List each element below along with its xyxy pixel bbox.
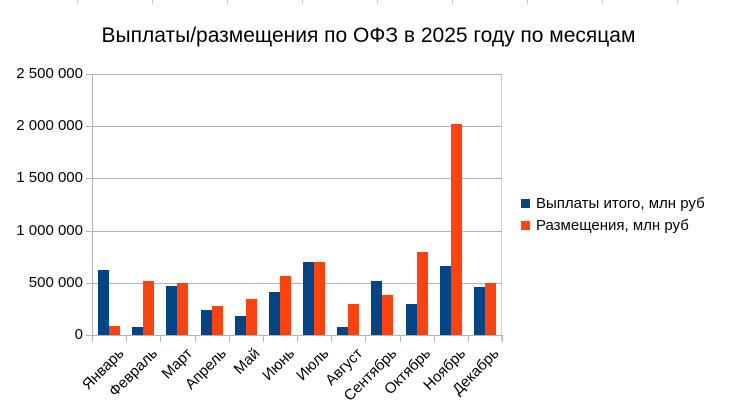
y-tick-label: 500 000 — [28, 273, 83, 291]
legend-label-placements: Размещения, млн руб — [536, 216, 689, 234]
plot-area — [86, 74, 503, 342]
plot-right-border — [501, 74, 502, 341]
bar-payments — [371, 281, 383, 335]
y-tick-label: 1 000 000 — [16, 221, 83, 239]
bar-placements — [484, 283, 496, 335]
bar-placements — [245, 299, 257, 335]
bar-payments — [303, 261, 314, 335]
bar-payments — [234, 316, 246, 335]
gridline — [86, 126, 502, 128]
bar-placements — [211, 305, 223, 335]
bar-payments — [268, 292, 280, 335]
bar-placements — [109, 326, 120, 335]
y-tick-label: 0 — [74, 326, 83, 343]
bar-payments — [405, 304, 417, 335]
legend-item-payments: Выплаты итого, млн руб — [521, 192, 705, 214]
top-ruler-ticks — [0, 0, 737, 4]
y-tick-label: 2 000 000 — [16, 117, 83, 135]
x-tick — [467, 335, 469, 342]
legend: Выплаты итого, млн руб Размещения, млн р… — [521, 192, 705, 236]
bar-placements — [450, 123, 462, 335]
x-tick — [433, 335, 435, 342]
bar-placements — [382, 294, 394, 335]
bar-payments — [337, 326, 349, 335]
y-tick-label: 1 500 000 — [16, 169, 83, 187]
bar-placements — [279, 275, 291, 335]
x-tick — [502, 335, 503, 342]
gridline — [86, 282, 502, 284]
x-tick — [194, 335, 196, 342]
legend-label-payments: Выплаты итого, млн руб — [536, 194, 705, 212]
gridline — [86, 178, 502, 180]
bar-payments — [200, 310, 212, 335]
legend-swatch-placements — [521, 220, 530, 230]
y-axis-line — [92, 74, 93, 341]
x-tick — [297, 335, 298, 342]
bar-placements — [314, 261, 325, 335]
bar-payments — [166, 285, 178, 335]
x-tick — [262, 335, 264, 342]
bar-payments — [98, 269, 109, 335]
bar-payments — [473, 286, 485, 335]
bar-payments — [132, 327, 144, 335]
legend-item-placements: Размещения, млн руб — [521, 214, 705, 236]
x-tick-label: Май — [230, 345, 264, 378]
bar-placements — [177, 282, 189, 335]
y-tick-label: 2 500 000 — [16, 65, 83, 82]
x-tick — [92, 335, 93, 342]
bar-placements — [348, 303, 360, 335]
x-tick — [160, 335, 162, 342]
x-tick — [126, 335, 128, 342]
bar-payments — [439, 266, 451, 335]
legend-swatch-payments — [521, 198, 530, 208]
gridline — [86, 74, 502, 75]
gridline — [86, 230, 502, 232]
x-tick — [365, 335, 367, 342]
x-tick — [228, 335, 230, 342]
chart-title: Выплаты/размещения по ОФЗ в 2025 году по… — [101, 24, 636, 47]
x-tick-label: Июнь — [258, 345, 298, 384]
x-tick — [399, 335, 401, 342]
bar-placements — [416, 252, 428, 335]
x-tick — [331, 335, 333, 342]
bar-placements — [143, 280, 155, 335]
gridline — [86, 335, 502, 336]
